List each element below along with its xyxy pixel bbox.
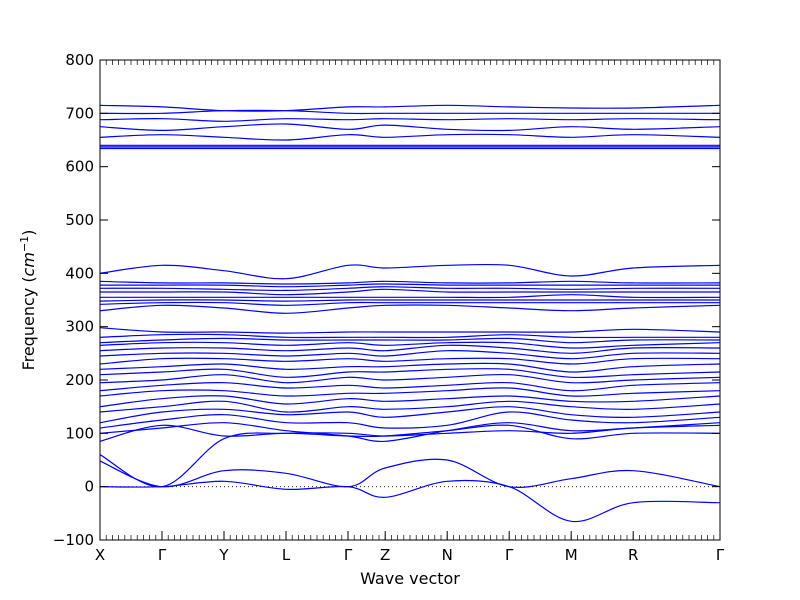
band-line-8 <box>99 400 721 413</box>
y-tick-label: 700 <box>65 104 94 122</box>
band-line-25 <box>99 294 721 299</box>
band-line-34 <box>99 133 721 141</box>
band-line-9 <box>99 395 721 408</box>
band-line-24 <box>99 299 720 302</box>
band-line-38 <box>99 104 721 112</box>
band-line-29 <box>99 280 721 285</box>
x-tick-label: Γ <box>716 546 725 564</box>
band-line-21 <box>99 327 721 334</box>
band-line-10 <box>99 387 721 397</box>
y-axis-label: Frequency (cm−1) <box>18 230 38 371</box>
band-line-27 <box>99 286 721 292</box>
y-tick-label: 400 <box>65 264 94 282</box>
y-tick-layer: −100 0 100 200 300 400 500 600 700 800 <box>53 51 720 549</box>
x-tick-label: M <box>565 546 578 564</box>
x-tick-label: X <box>95 546 105 564</box>
band-line-4 <box>99 424 721 442</box>
band-line-36 <box>99 118 721 122</box>
y-axis-label-exp: −1 <box>18 236 31 252</box>
y-tick-label: 600 <box>65 158 94 176</box>
y-tick-label: 0 <box>84 478 94 496</box>
band-line-6 <box>99 411 721 429</box>
x-axis-label: Wave vector <box>360 569 460 588</box>
axes-layer <box>99 59 721 541</box>
x-tick-label: Γ <box>344 546 353 564</box>
band-line-20 <box>99 333 720 339</box>
band-line-23 <box>99 301 720 306</box>
y-axis-label-close: ) <box>19 230 38 236</box>
band-line-11 <box>99 381 721 392</box>
x-tick-label: R <box>628 546 638 564</box>
band-line-18 <box>99 341 721 349</box>
band-line-7 <box>99 406 721 424</box>
y-tick-label: 300 <box>65 318 94 336</box>
x-tick-label: Y <box>218 546 229 564</box>
band-line-15 <box>99 357 721 365</box>
band-line-30 <box>99 263 721 280</box>
band-line-13 <box>99 368 721 379</box>
y-tick-label: 200 <box>65 371 94 389</box>
band-line-28 <box>100 283 720 288</box>
x-tick-label: N <box>442 546 453 564</box>
y-tick-label: 100 <box>65 424 94 442</box>
band-line-22 <box>99 304 721 314</box>
band-line-35 <box>99 123 721 132</box>
band-series-layer <box>99 104 721 523</box>
band-line-5 <box>99 422 721 443</box>
x-tick-label: Γ <box>158 546 167 564</box>
x-tick-label: L <box>282 546 291 564</box>
x-tick-label: Γ <box>505 546 514 564</box>
y-tick-label: −100 <box>53 531 94 549</box>
y-axis-label-unit: cm <box>19 252 38 276</box>
band-line-26 <box>100 288 720 296</box>
band-line-14 <box>99 362 721 373</box>
y-tick-label: 500 <box>65 211 94 229</box>
band-line-37 <box>99 109 720 115</box>
band-line-17 <box>99 344 721 354</box>
band-line-16 <box>99 350 721 360</box>
band-line-19 <box>99 337 721 344</box>
band-line-3 <box>99 479 721 523</box>
y-tick-label: 800 <box>65 51 94 69</box>
y-axis-label-text: Frequency ( <box>19 276 38 370</box>
band-line-12 <box>99 373 721 384</box>
x-tick-label: Z <box>380 546 390 564</box>
band-line-2 <box>99 458 721 488</box>
